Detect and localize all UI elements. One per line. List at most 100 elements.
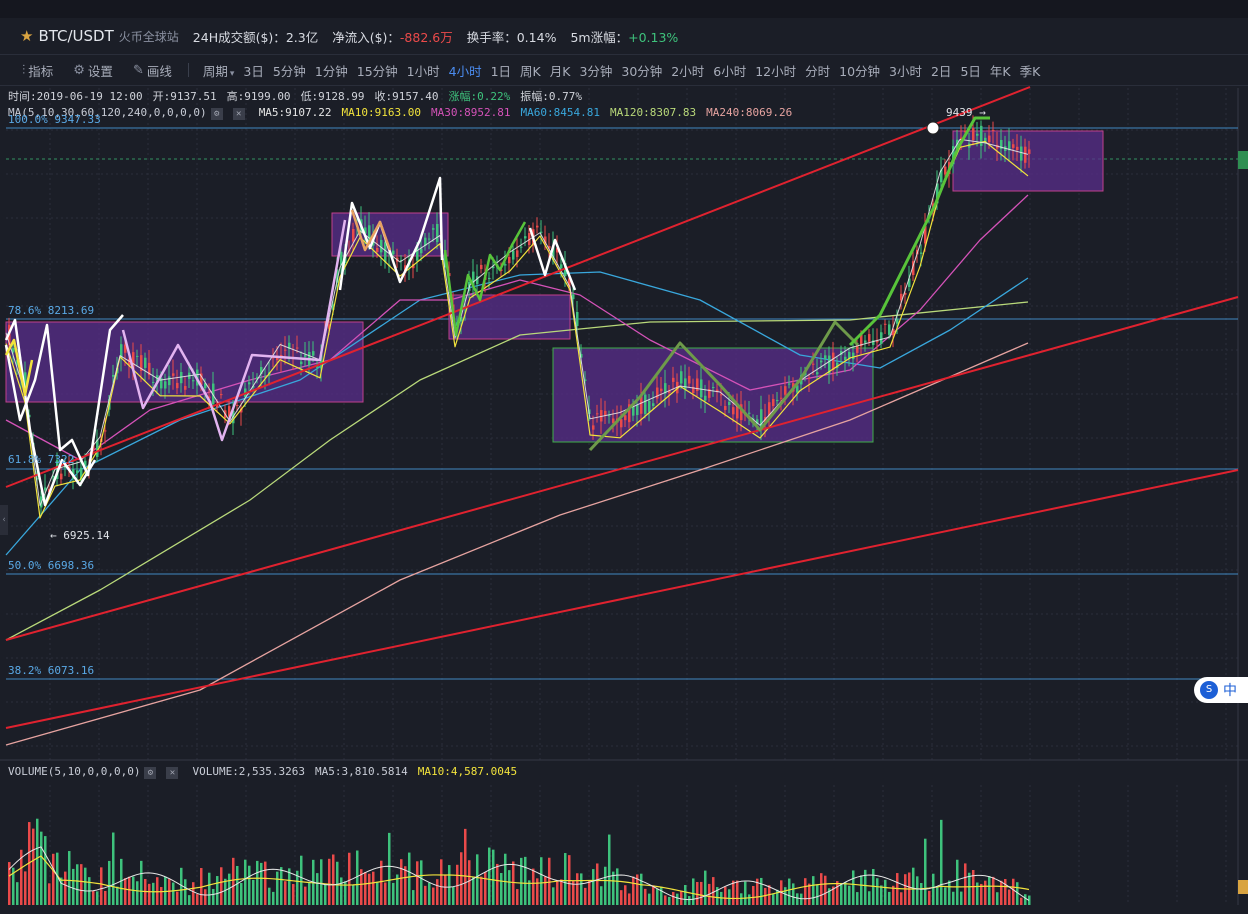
volume-bar <box>260 862 263 905</box>
period-option[interactable]: 2日 <box>930 63 952 79</box>
candle-body <box>728 401 731 406</box>
candle-body <box>560 264 563 269</box>
volume-bar <box>16 882 19 905</box>
period-option[interactable]: 15分钟 <box>356 63 398 79</box>
fib-level-786: 78.6% 8213.69 <box>8 304 95 317</box>
period-option[interactable]: 3日 <box>243 63 264 79</box>
volume-bar <box>792 883 795 905</box>
volume-bar <box>476 854 479 905</box>
candle-body <box>876 340 879 343</box>
volume-bar <box>784 887 787 905</box>
volume-bar <box>600 886 603 905</box>
volume-bar <box>20 849 23 905</box>
volume-bar <box>448 865 451 905</box>
period-option[interactable]: 季K <box>1019 63 1041 79</box>
candle-body <box>896 319 899 324</box>
ma-close-icon[interactable]: ✕ <box>232 108 245 120</box>
volume-bar <box>308 881 311 905</box>
volume-bar <box>332 854 335 905</box>
volume-bar <box>8 862 11 905</box>
trend-line <box>5 86 1031 488</box>
volume-bar <box>380 860 383 905</box>
period-option[interactable]: 周K <box>520 63 541 79</box>
settings-label: 设置 <box>87 63 113 79</box>
candle-body <box>512 250 515 260</box>
volume-bar <box>772 893 775 905</box>
candle-body <box>184 385 187 390</box>
period-option[interactable]: 1日 <box>490 63 512 79</box>
settings-button[interactable]: ⚙ 设置 <box>73 61 113 80</box>
volume-bar <box>508 870 511 905</box>
candle-body <box>296 347 299 349</box>
volume-bar <box>500 873 503 905</box>
volume-bar <box>872 868 875 905</box>
volume-bar <box>868 891 871 905</box>
volume-bar <box>608 834 611 905</box>
fib-level-100: 100.0% 9347.33 <box>8 113 101 126</box>
candle-body <box>140 355 143 371</box>
candle-body <box>904 292 907 295</box>
period-option[interactable]: 30分钟 <box>621 63 663 79</box>
volume-bar <box>488 847 491 905</box>
favorite-star-icon[interactable]: ★ <box>20 27 34 45</box>
period-dropdown-label: 周期 <box>202 63 228 79</box>
period-option[interactable]: 分时 <box>805 63 831 79</box>
period-option[interactable]: 1小时 <box>406 63 440 79</box>
price-chart[interactable] <box>0 85 1248 914</box>
ma-settings-icon[interactable]: ⚙ <box>210 108 223 120</box>
period-dropdown[interactable]: 周期 ▾ <box>203 61 235 80</box>
volume-bar <box>984 880 987 905</box>
turnover-label: 换手率： <box>466 29 517 45</box>
volume-bar <box>680 890 683 905</box>
sidebar-collapse-handle[interactable]: ‹ <box>0 505 8 535</box>
candle-body <box>764 417 767 424</box>
candle-body <box>880 332 883 344</box>
candle-body <box>420 248 423 254</box>
period-option[interactable]: 1分钟 <box>314 63 348 79</box>
period-option[interactable]: 5分钟 <box>272 63 306 79</box>
volume-axis-tag <box>1238 880 1248 894</box>
draw-button[interactable]: ✎ 画线 <box>133 61 172 80</box>
volume-bar <box>688 896 691 905</box>
candle-body <box>788 383 791 385</box>
period-option[interactable]: 10分钟 <box>839 63 881 79</box>
volume-bar <box>888 891 891 905</box>
candle-body <box>812 363 815 365</box>
period-option[interactable]: 4小时 <box>448 63 482 79</box>
volume-settings-icon[interactable]: ⚙ <box>144 767 157 779</box>
period-option[interactable]: 3分钟 <box>579 63 613 79</box>
volume-bar <box>1012 878 1015 905</box>
volume-bar <box>372 871 375 905</box>
candle-body <box>600 410 603 422</box>
candle-body <box>940 169 943 183</box>
volume-close-icon[interactable]: ✕ <box>166 767 179 779</box>
volume-bar <box>764 887 767 905</box>
candle-body <box>864 340 867 343</box>
volume-bar <box>856 892 859 905</box>
period-option[interactable]: 12小时 <box>755 63 797 79</box>
candle-body <box>816 372 819 375</box>
candle-body <box>580 353 583 358</box>
volume-bar <box>700 881 703 905</box>
ma30-value: MA30:8952.81 <box>431 106 511 119</box>
candle-body <box>264 376 267 378</box>
candle-body <box>228 406 231 417</box>
candle-body <box>828 355 831 374</box>
candle-body <box>848 352 851 359</box>
candle-body <box>924 225 927 244</box>
volume-bar <box>692 878 695 905</box>
period-option[interactable]: 5日 <box>960 63 981 79</box>
volume-bar <box>76 864 79 905</box>
pair-name[interactable]: BTC/USDT <box>38 27 114 45</box>
candle-body <box>620 419 623 428</box>
candle-body <box>944 166 947 175</box>
period-option[interactable]: 年K <box>989 63 1011 79</box>
period-option[interactable]: 6小时 <box>713 63 747 79</box>
period-option[interactable]: 2小时 <box>671 63 705 79</box>
indicator-button[interactable]: ⫶ 指标 <box>22 61 53 80</box>
volume-bar <box>724 886 727 905</box>
period-option[interactable]: 月K <box>549 63 571 79</box>
candle-body <box>508 256 511 264</box>
period-option[interactable]: 3小时 <box>889 63 922 79</box>
